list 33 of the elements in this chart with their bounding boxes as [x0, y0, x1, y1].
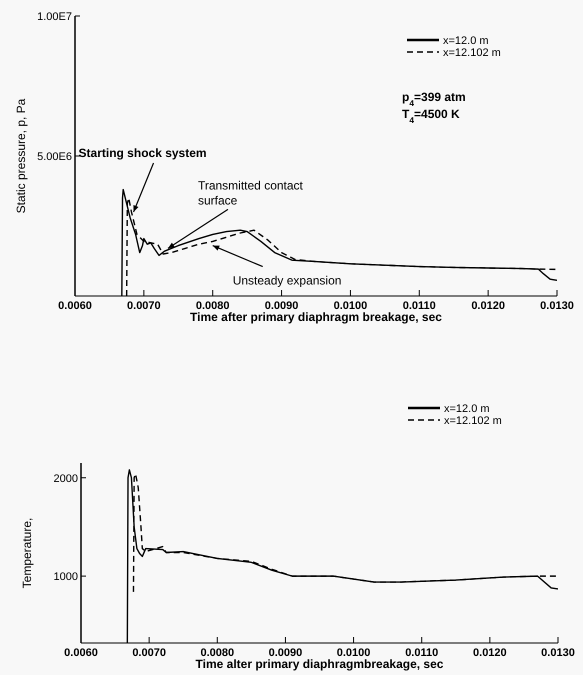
legend-label: x=12.0 m [444, 403, 490, 415]
x-tick-label: 0.0070 [132, 647, 166, 659]
y-tick-label: 1.00E7 [37, 11, 72, 23]
x-tick-label: 0.0110 [402, 300, 436, 312]
x-tick-label: 0.0090 [264, 300, 298, 312]
x-tick-label: 0.0060 [58, 300, 92, 312]
annotation: p$_{4}$=399 atm [402, 90, 466, 108]
y-tick-label: 2000 [54, 472, 78, 485]
y-tick-label: 5.00E6 [37, 151, 72, 163]
x-tick-label: 0.0130 [540, 300, 574, 312]
x-tick-label: 0.0100 [336, 647, 370, 659]
x-tick-label: 0.0070 [127, 300, 161, 312]
x-tick-label: 0.0120 [473, 647, 507, 659]
x-tick-label: 0.0130 [541, 647, 575, 659]
x-tick-label: 0.0110 [405, 647, 438, 659]
y-axis-title: Temperature, [20, 518, 34, 588]
annotation: T$_{4}$=4500 K [402, 107, 460, 125]
x-tick-label: 0.0080 [196, 300, 230, 312]
x-tick-label: 0.0100 [334, 300, 368, 312]
x-tick-label: 0.0080 [200, 647, 234, 659]
legend-label: x=12.0 m [443, 35, 489, 47]
x-tick-label: 0.0090 [268, 647, 302, 659]
x-tick-label: 0.0060 [64, 647, 98, 659]
legend-label: x=12.102 m [443, 47, 501, 59]
x-axis-title: Time alter primary diaphragmbreakage, sec [196, 657, 444, 671]
annotation: Transmitted contact surface [198, 178, 304, 208]
y-axis-title: Static pressure, p, Pa [14, 98, 28, 214]
x-axis-title: Time after primary diaphragm breakage, sec [190, 310, 442, 324]
x-tick-label: 0.0120 [471, 300, 505, 312]
legend-label: x=12.102 m [444, 415, 502, 427]
y-tick-label: 1000 [54, 571, 78, 584]
annotation: Unsteady expansion [232, 274, 342, 288]
annotation: Starting shock system [78, 146, 207, 160]
